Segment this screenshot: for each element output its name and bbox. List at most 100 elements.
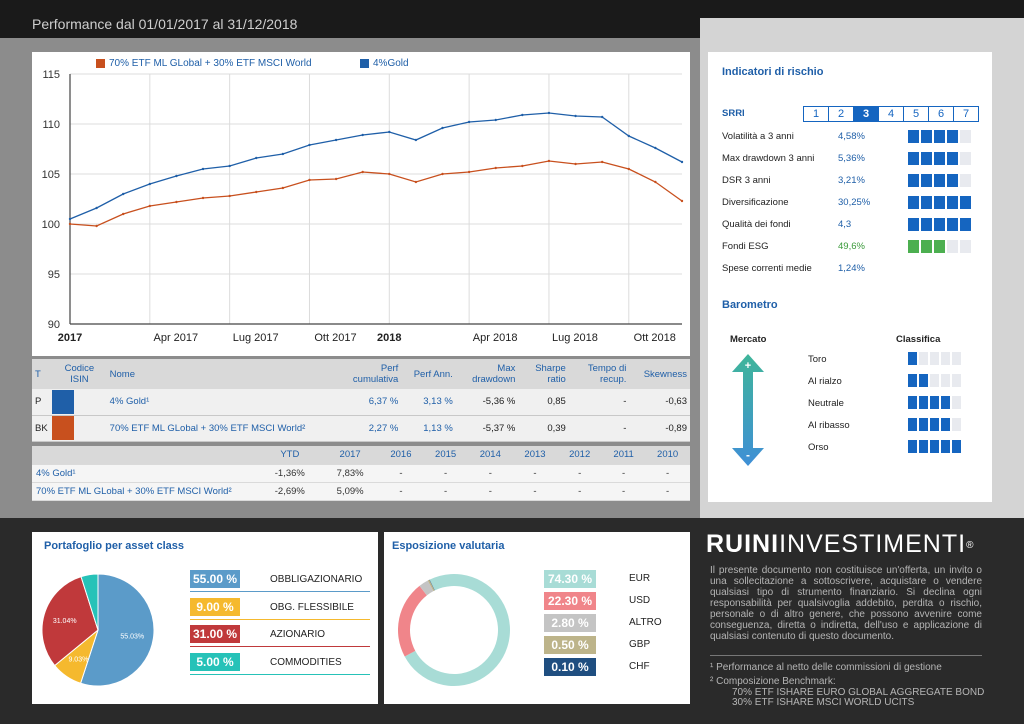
asset-pct-badge: 31.00 % [190,625,240,643]
level-block [908,440,917,453]
performance-table: T Codice ISIN Nome Perf cumulativa Perf … [32,359,690,442]
table-row: 4% Gold¹ -1,36% 7,83% - - - - - - - [32,464,690,483]
series-0-point [414,180,418,184]
currency-label: USD [629,595,651,606]
level-block [934,152,945,165]
risk-row: Qualità dei fondi 4,3 [722,216,982,238]
row-perf-ann: 3,13 % [401,389,456,416]
level-block [934,174,945,187]
currency-pct-badge: 0.50 % [544,636,596,654]
year-cell: - [557,464,603,483]
year-cell: - [378,482,424,501]
year-cell: - [645,482,690,501]
risk-row: Diversificazione 30,25% [722,194,982,216]
series-1-point [574,114,577,118]
year-header: 2011 [602,446,646,465]
level-block [919,352,928,365]
series-0-point [68,222,72,226]
level-block [919,418,928,431]
risk-row: Spese correnti medie 1,24% [722,260,982,282]
footnote-2a: 70% ETF ISHARE EURO GLOBAL AGGREGATE BON… [732,687,985,698]
srri-box-1: 1 [803,106,829,122]
series-1-point [361,133,364,137]
level-block [941,374,950,387]
col-nome: Nome [106,359,339,389]
legend-item-benchmark: 70% ETF ML GLobal + 30% ETF MSCI World [96,58,312,69]
level-block [934,196,945,209]
row-color-cell [52,389,107,416]
asset-class-pie-chart: 55.03% 9.03% 31.04% [41,573,155,687]
row-color-swatch [52,389,75,414]
risk-level-bars [908,218,973,234]
currency-label: EUR [629,573,651,584]
barometro-title: Barometro [722,299,778,311]
asset-legend-row: 9.00 % OBG. FLESSIBILE [190,597,370,620]
footnote-2b: 30% ETF ISHARE MSCI WORLD UCITS [732,697,915,708]
x-tick-label: Lug 2017 [233,332,279,344]
col-max-dd: Max drawdown [455,359,519,389]
level-block [960,174,971,187]
y-tick-label: 100 [42,219,60,231]
series-0-point [122,212,125,216]
y-tick-label: 105 [42,169,60,181]
barometro-arrow-icon: + - [732,354,764,466]
barometro-row: Al rialzo [808,374,978,394]
series-1-point [547,111,551,115]
risk-value: 3,21% [838,175,865,186]
col-perf-cum: Perf cumulativa [338,359,402,389]
level-block [930,352,939,365]
row-type: P [32,389,53,416]
barometro-bars [908,352,963,370]
srri-box-3: 3 [853,106,879,122]
level-block [908,174,919,187]
series-1-point [334,138,338,142]
risk-row: Volatilità a 3 anni 4,58% [722,128,982,150]
series-line-1 [69,112,683,220]
series-0-point [361,170,364,174]
year-cell: - [512,464,558,483]
year-cell: - [378,464,424,483]
asset-pct-badge: 5.00 % [190,652,240,671]
row-max-dd: -5,37 % [455,415,519,442]
barometro-label: Toro [808,354,827,365]
barometro-row: Toro [808,352,978,372]
risk-row: Max drawdown 3 anni 5,36% [722,150,982,172]
asset-class-label: COMMODITIES [270,656,342,668]
legend-label-benchmark: 70% ETF ML GLobal + 30% ETF MSCI World [109,58,312,69]
row-skew: -0,89 [629,415,690,442]
level-block [934,130,945,143]
series-0-point [654,180,657,184]
brand-name-bold: RUINI [706,530,780,558]
arrow-minus-label: - [746,448,750,462]
col-recup: Tempo di recup. [568,359,630,389]
level-block [921,152,932,165]
year-cell: - [602,482,646,501]
series-1-point [201,167,205,171]
year-header: 2010 [645,446,690,465]
y-tick-label: 115 [42,69,60,81]
barometro-row: Al ribasso [808,418,978,438]
level-block [919,440,928,453]
table-row: P 4% Gold¹ 6,37 % 3,13 % -5,36 % 0,85 - … [32,389,690,416]
barometro-bars [908,440,963,458]
col-skew: Skewness [629,359,690,389]
row-name: 70% ETF ML GLobal + 30% ETF MSCI World² [106,415,339,442]
pie-slice-2 [41,576,99,667]
level-block [921,218,932,231]
year-cell: - [602,464,646,483]
year-header: 2014 [467,446,513,465]
year-cell: 5,09% [321,482,379,501]
currency-legend-row: 2.80 % ALTRO [544,614,664,632]
barometro-row: Neutrale [808,396,978,416]
level-block [952,440,961,453]
series-0-point [308,178,311,182]
pie-slice-0 [79,573,155,687]
series-1-point [627,134,630,138]
level-block [947,130,958,143]
legend-swatch-benchmark [96,58,105,68]
currency-pct-badge: 0.10 % [544,658,596,676]
level-block [908,418,917,431]
year-cell: - [423,464,468,483]
currency-label: GBP [629,639,651,650]
